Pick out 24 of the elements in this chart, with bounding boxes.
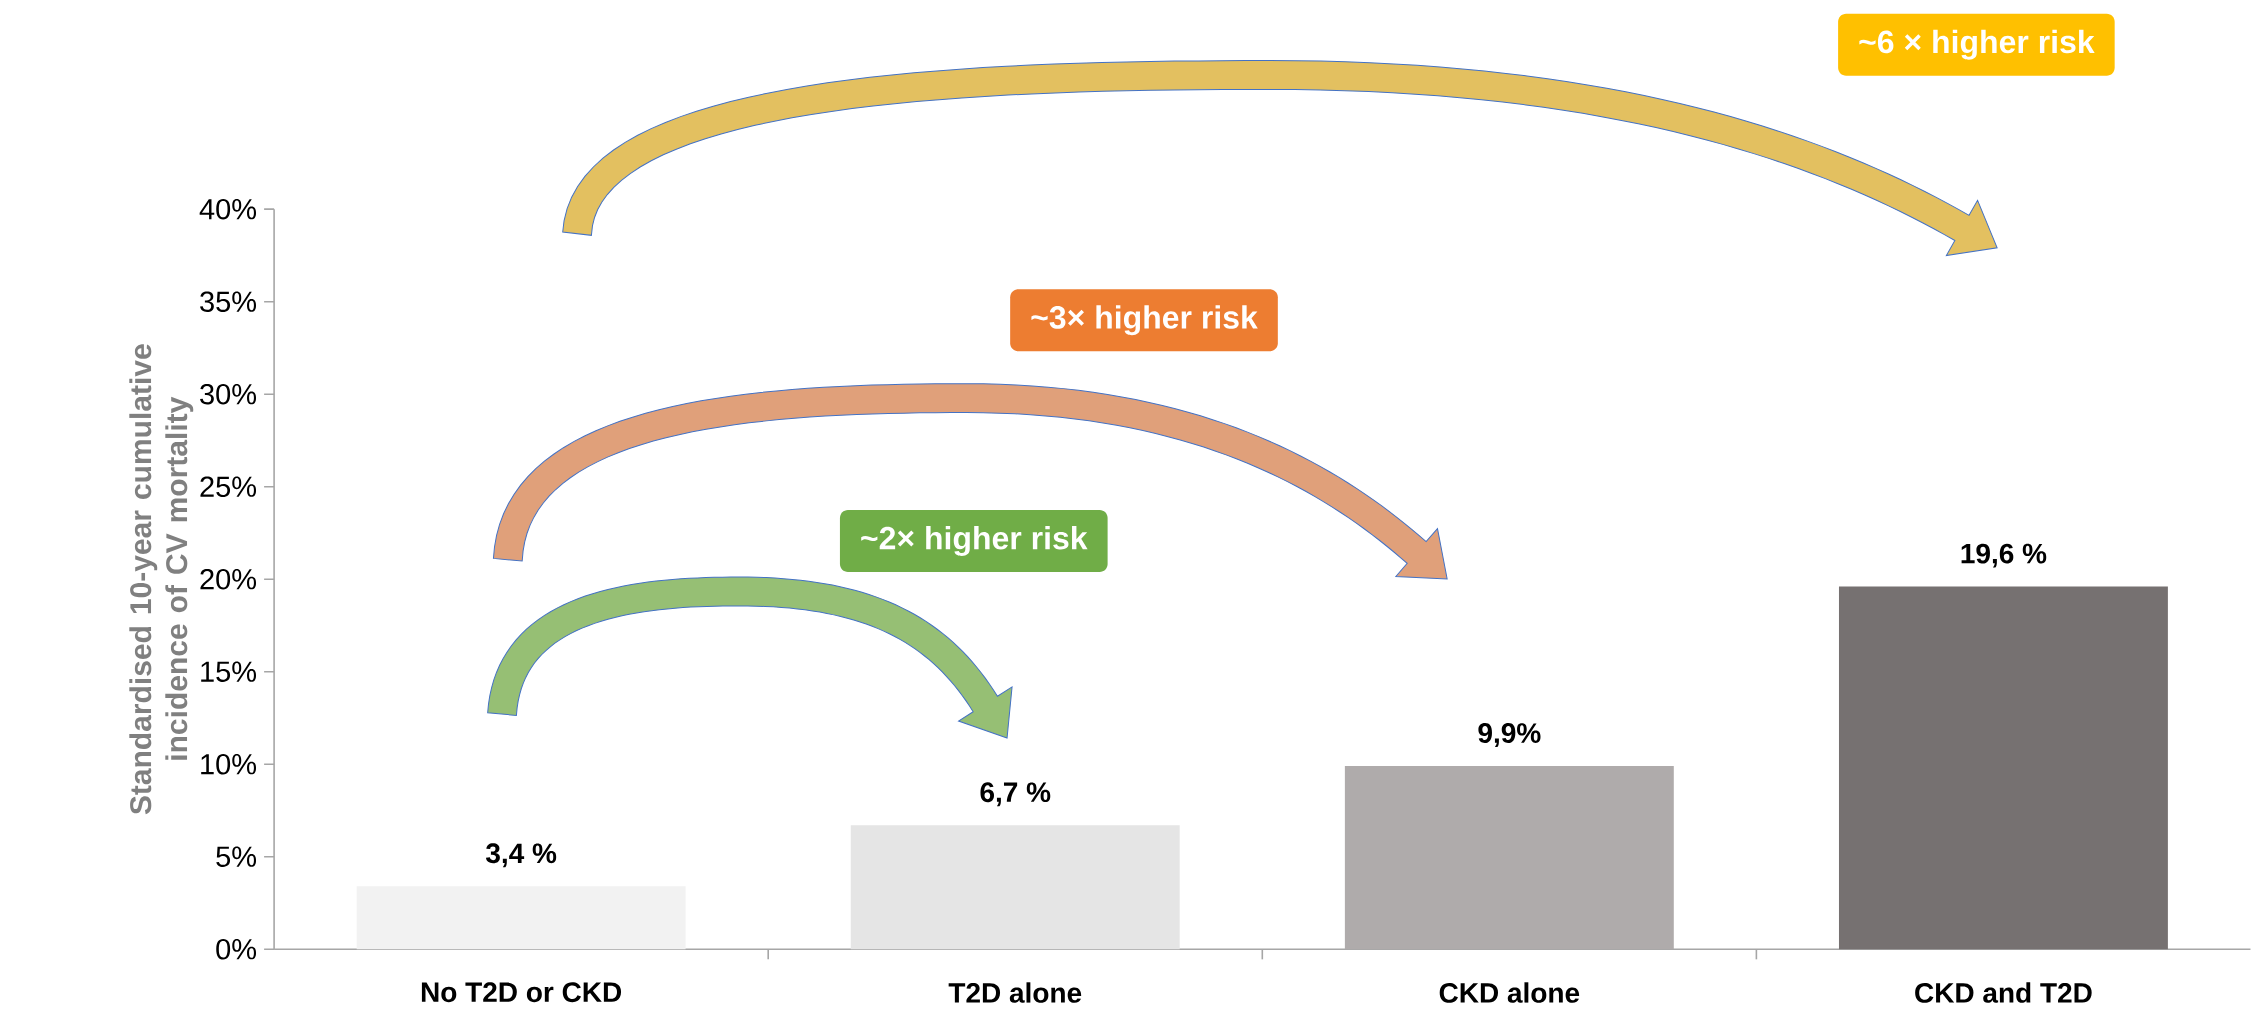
annotation: ~3× higher risk — [1031, 305, 1258, 336]
y-axis-title: Standardised 10-year cumulative incidence of CV mortality — [129, 344, 194, 815]
data-label: 19,6 % — [1961, 543, 2047, 568]
x-tick-label: CKD and T2D — [1915, 982, 2092, 1004]
y-tick-label: 5% — [216, 846, 257, 868]
data-label: 9,9% — [1478, 723, 1541, 748]
y-tick-label: 10% — [201, 754, 257, 775]
y-tick-label: 20% — [200, 569, 257, 590]
text: ~6 × higher risk — [1859, 29, 2095, 60]
y-tick-label: 25% — [200, 476, 257, 498]
x-tick-label: No T2D or CKD — [421, 982, 622, 1003]
x-tick-label: CKD alone — [1439, 982, 1580, 1004]
bar — [1838, 586, 2168, 950]
y-tick-label: 40% — [199, 199, 257, 220]
data-label: 6,7 % — [980, 782, 1051, 807]
annotation: ~2× higher risk — [861, 526, 1088, 557]
bar — [850, 825, 1180, 950]
y-tick-label: 0% — [216, 939, 257, 960]
x-tick-label: T2D alone — [948, 982, 1082, 1004]
data-label: 3,4 % — [485, 843, 557, 868]
y-tick-label: 15% — [201, 661, 257, 683]
y-tick-label: 35% — [200, 291, 257, 313]
bar — [356, 886, 686, 950]
y-tick-label: 30% — [200, 384, 257, 405]
